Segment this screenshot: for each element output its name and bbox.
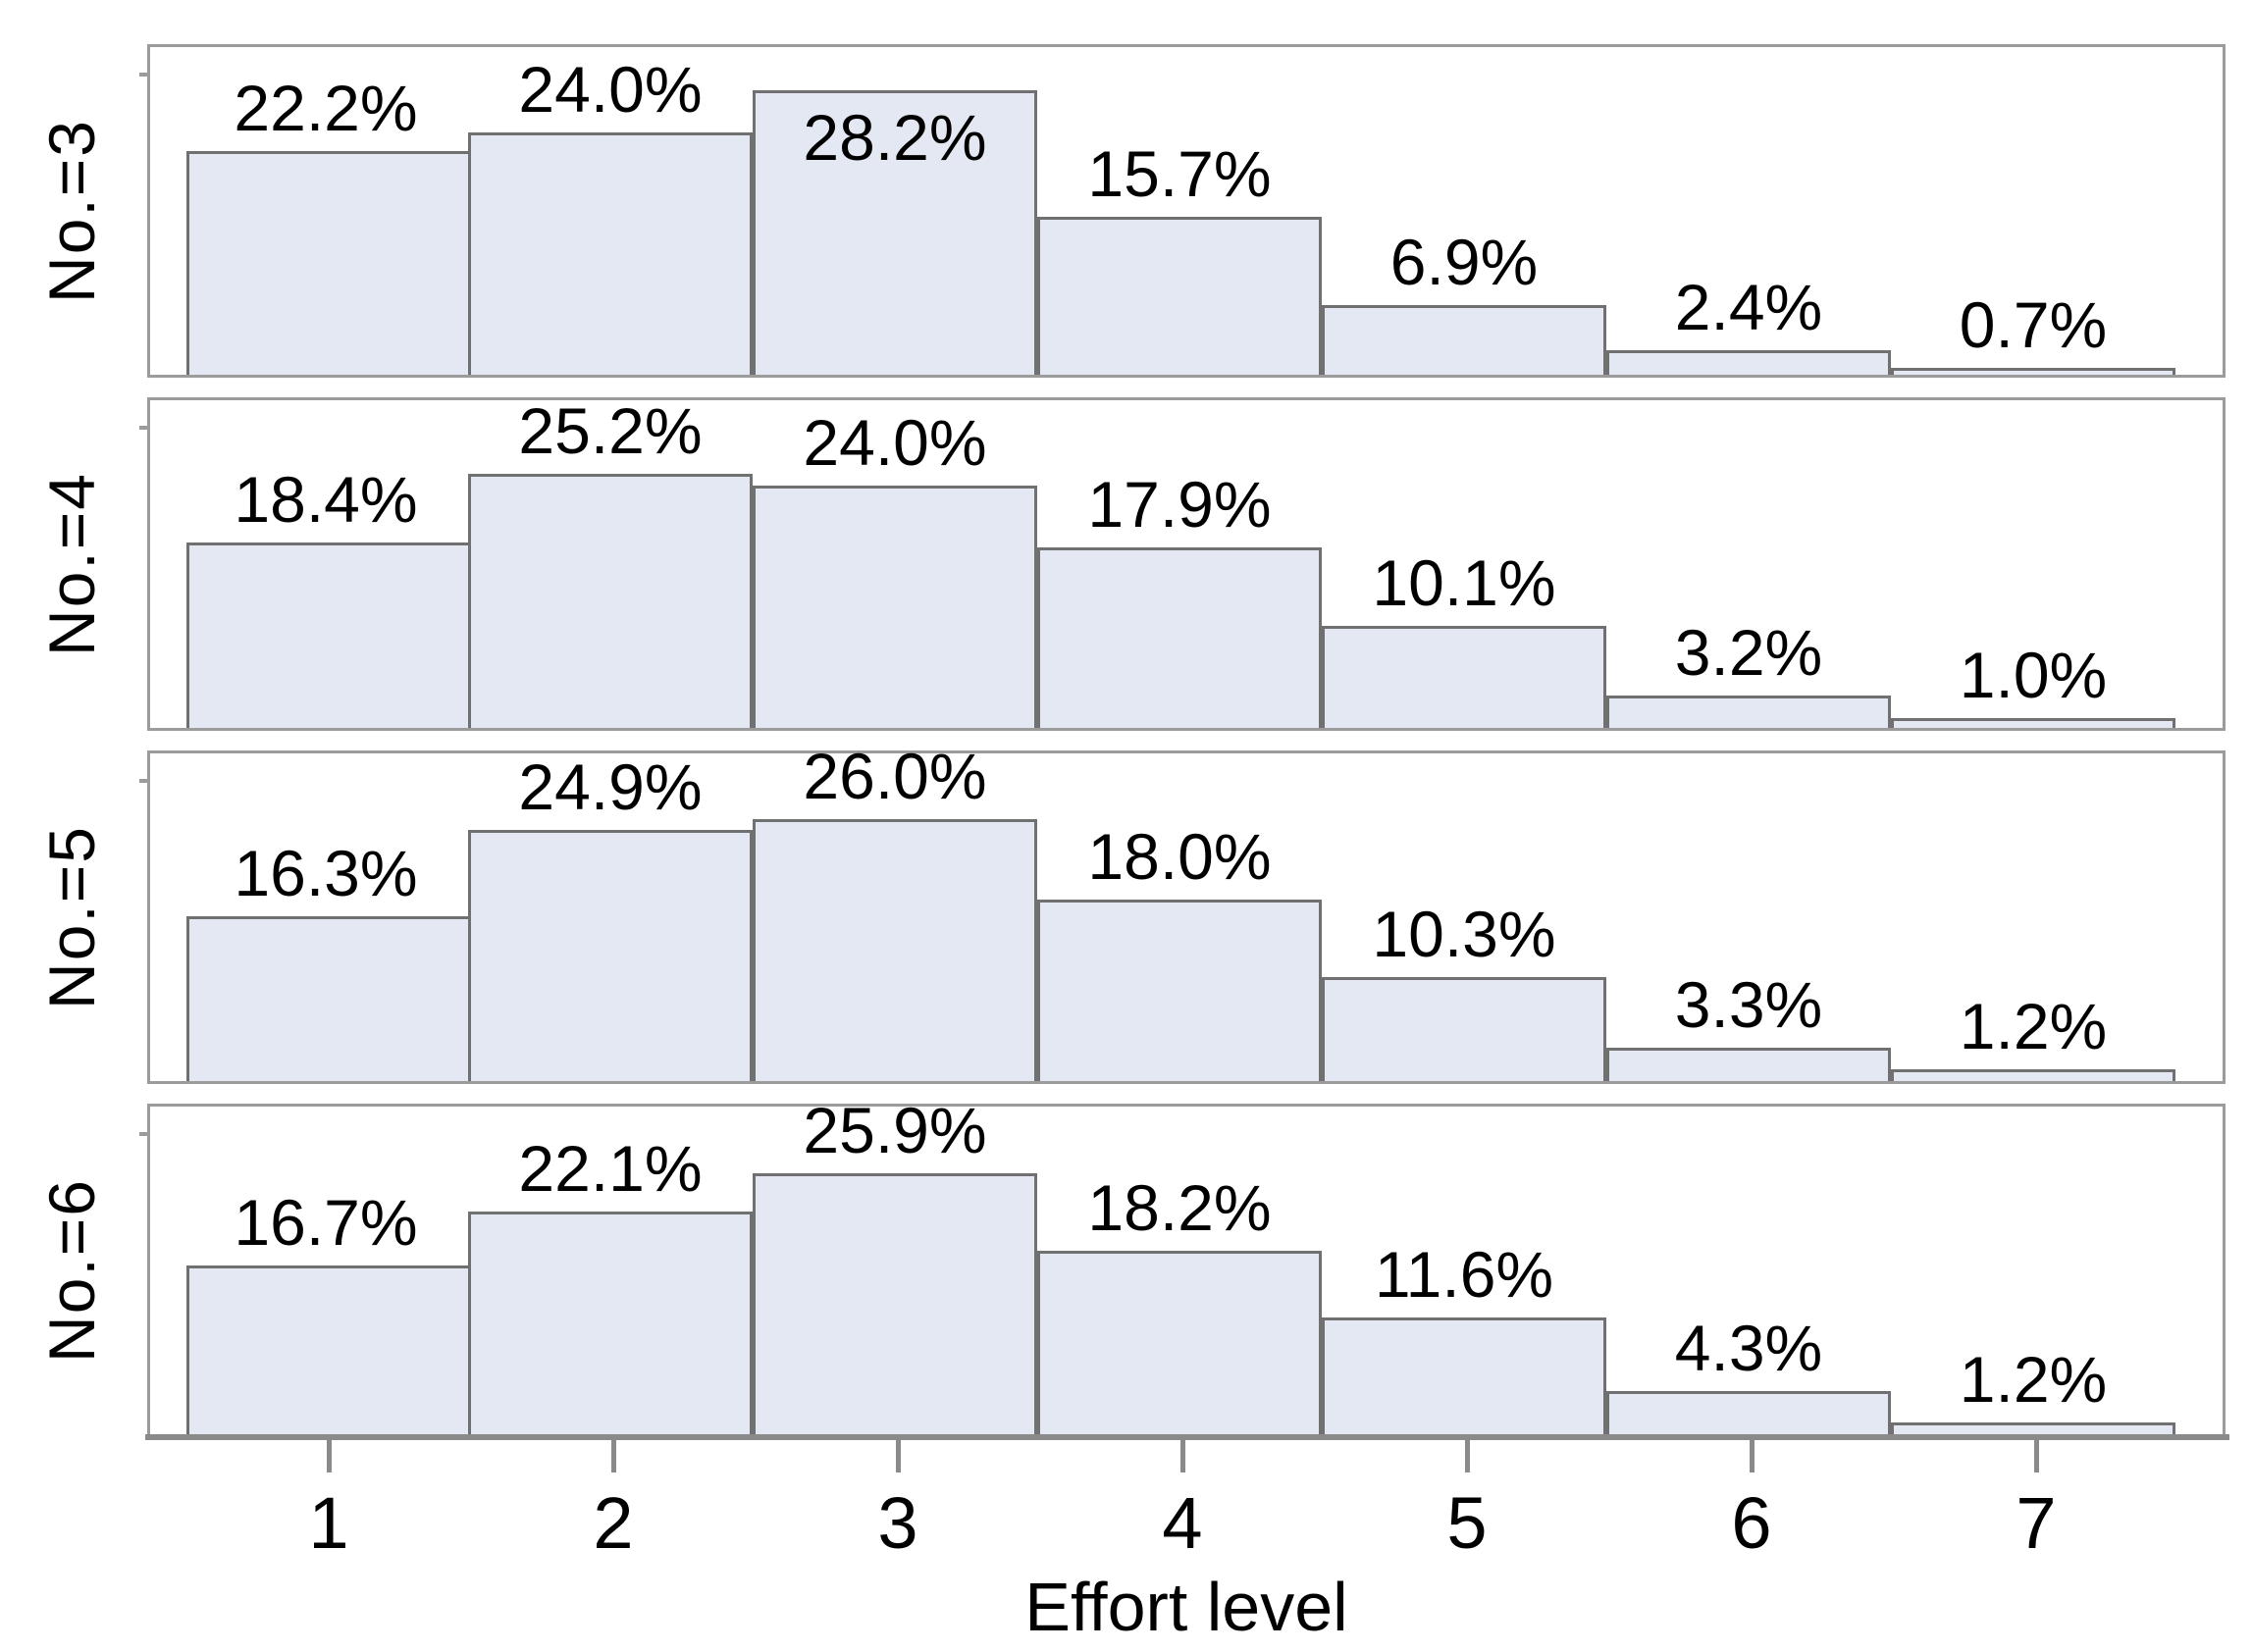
y-tick: [139, 779, 147, 783]
x-tick-label: 3: [877, 1482, 918, 1564]
bar-value-label: 2.4%: [1674, 271, 1823, 343]
y-tick: [139, 1132, 147, 1136]
bar-value-label: 18.4%: [234, 463, 418, 536]
facet-panel: No.=3 22.2% 24.0% 28.2% 15.7% 6.9% 2.4% 0.7%: [35, 44, 2226, 378]
bar: [1606, 696, 1891, 728]
bar: [1322, 305, 1606, 375]
bar: [1606, 350, 1891, 375]
bar: [186, 542, 471, 728]
bar: [1891, 718, 2175, 728]
x-tick-label: 5: [1446, 1482, 1488, 1564]
facet-label: No.=3: [35, 119, 108, 303]
bar: [753, 1173, 1037, 1434]
bar-value-label: 18.2%: [1087, 1171, 1272, 1244]
bar-value-label: 24.0%: [518, 53, 703, 126]
bar-value-label: 24.9%: [518, 750, 703, 823]
bar: [753, 486, 1037, 728]
x-tick-label: 6: [1731, 1482, 1772, 1564]
bar-value-label: 22.2%: [234, 72, 418, 144]
facet-label: No.=4: [35, 472, 108, 656]
bar-value-label: 28.2%: [803, 101, 987, 174]
x-tick: [1750, 1440, 1754, 1472]
bar: [186, 151, 471, 375]
x-tick: [1180, 1440, 1185, 1472]
x-tick-label: 2: [593, 1482, 634, 1564]
bar: [1606, 1048, 1891, 1081]
bar: [1322, 977, 1606, 1081]
y-axis-label-holder: No.=3: [3, 47, 140, 375]
x-axis-title: Effort level: [1024, 1569, 1348, 1645]
y-tick: [139, 73, 147, 77]
bar-value-label: 1.0%: [1959, 639, 2108, 711]
bar-value-label: 16.3%: [234, 837, 418, 909]
bar: [1891, 1422, 2175, 1434]
bar-value-label: 3.2%: [1674, 616, 1823, 689]
facet-label: No.=5: [35, 825, 108, 1009]
bar-value-label: 25.2%: [518, 394, 703, 467]
x-tick: [896, 1440, 901, 1472]
bar: [1891, 1069, 2175, 1081]
facet-panel: No.=6 16.7% 22.1% 25.9% 18.2% 11.6% 4.3% 1.2%: [35, 1094, 2226, 1437]
x-tick: [611, 1440, 616, 1472]
bar: [1322, 626, 1606, 728]
x-tick: [1465, 1440, 1470, 1472]
bar: [1037, 900, 1322, 1081]
bar-value-label: 1.2%: [1959, 1343, 2108, 1416]
bar: [1322, 1317, 1606, 1434]
bar: [1037, 217, 1322, 375]
bar: [1037, 547, 1322, 728]
bar: [1037, 1251, 1322, 1434]
facet-panel: No.=4 18.4% 25.2% 24.0% 17.9% 10.1% 3.2% 1.0%: [35, 394, 2226, 731]
bar-value-label: 24.0%: [803, 406, 987, 479]
bar: [1606, 1391, 1891, 1434]
bar-value-label: 11.6%: [1374, 1238, 1554, 1311]
bar: [468, 132, 753, 375]
y-axis-label-holder: No.=5: [3, 753, 140, 1081]
bar: [468, 1212, 753, 1434]
x-tick-label: 7: [2016, 1482, 2057, 1564]
bar: [186, 916, 471, 1081]
bar: [1891, 368, 2175, 375]
x-axis-line: [145, 1434, 2229, 1440]
bar-value-label: 1.2%: [1959, 990, 2108, 1062]
x-tick-label: 1: [308, 1482, 349, 1564]
bar-value-label: 25.9%: [803, 1094, 987, 1166]
x-tick: [2034, 1440, 2039, 1472]
bar-value-label: 18.0%: [1087, 820, 1272, 893]
y-axis-label-holder: No.=4: [3, 400, 140, 728]
facet-panel: No.=5 16.3% 24.9% 26.0% 18.0% 10.3% 3.3% 1.2%: [35, 740, 2226, 1084]
bar: [753, 90, 1037, 375]
bar-value-label: 0.7%: [1959, 288, 2108, 361]
bar-value-label: 26.0%: [803, 740, 987, 812]
bar-value-label: 16.7%: [234, 1186, 418, 1259]
y-axis-label-holder: No.=6: [3, 1107, 140, 1434]
facet-label: No.=6: [35, 1178, 108, 1363]
bar-value-label: 10.1%: [1372, 546, 1556, 619]
bar: [468, 474, 753, 728]
x-tick: [327, 1440, 332, 1472]
bar: [468, 830, 753, 1081]
bar-value-label: 22.1%: [518, 1132, 703, 1205]
y-tick: [139, 426, 147, 430]
x-tick-label: 4: [1162, 1482, 1203, 1564]
bar-value-label: 15.7%: [1087, 137, 1272, 210]
bar-value-label: 4.3%: [1674, 1312, 1823, 1384]
bar-value-label: 17.9%: [1087, 468, 1272, 541]
bar: [753, 819, 1037, 1081]
bar-value-label: 10.3%: [1372, 898, 1556, 970]
bar-value-label: 3.3%: [1674, 968, 1823, 1041]
bar: [186, 1265, 471, 1434]
bar-value-label: 6.9%: [1389, 226, 1539, 298]
